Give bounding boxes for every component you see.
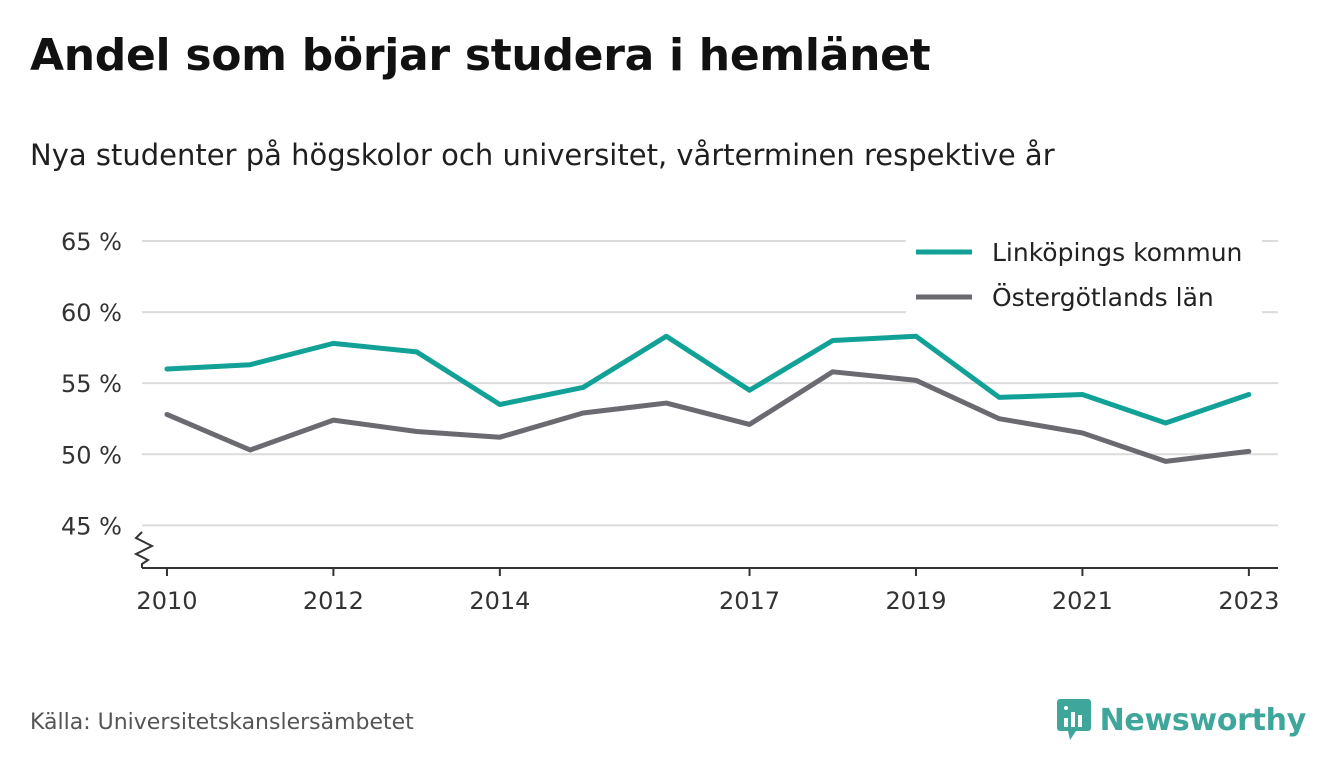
x-tick-label: 2012: [303, 587, 364, 615]
x-tick-label: 2023: [1218, 587, 1279, 615]
series-line-1: [164, 333, 1252, 426]
x-tick-label: 2021: [1052, 587, 1113, 615]
y-tick-label: 45 %: [61, 512, 122, 540]
legend-label-2: Östergötlands län: [992, 283, 1214, 312]
y-tick-label: 60 %: [61, 299, 122, 327]
source-note: Källa: Universitetskanslersämbetet: [30, 710, 414, 735]
y-axis-break-icon: [133, 531, 155, 568]
y-tick-label: 55 %: [61, 370, 122, 398]
line-chart: 45 % 50 % 55 % 60 % 65 % 2010 2012 2014 2017 2019…: [61, 228, 1279, 615]
newsworthy-logo-icon: [1056, 699, 1091, 740]
y-tick-label: 65 %: [61, 228, 122, 256]
x-tick-label: 2017: [719, 587, 780, 615]
chart-subtitle: Nya studenter på högskolor och universit…: [30, 138, 1055, 172]
legend-label-1: Linköpings kommun: [992, 238, 1242, 267]
chart-title: Andel som börjar studera i hemlänet: [30, 30, 931, 81]
brand-name: Newsworthy: [1099, 702, 1307, 738]
y-tick-label: 50 %: [61, 441, 122, 469]
x-tick-label: 2019: [885, 587, 946, 615]
brand-logo: Newsworthy: [1056, 698, 1306, 742]
x-tick-label: 2014: [469, 587, 530, 615]
x-tick-label: 2010: [136, 587, 197, 615]
series-line-2: [164, 369, 1252, 464]
legend-box: [906, 236, 1262, 314]
